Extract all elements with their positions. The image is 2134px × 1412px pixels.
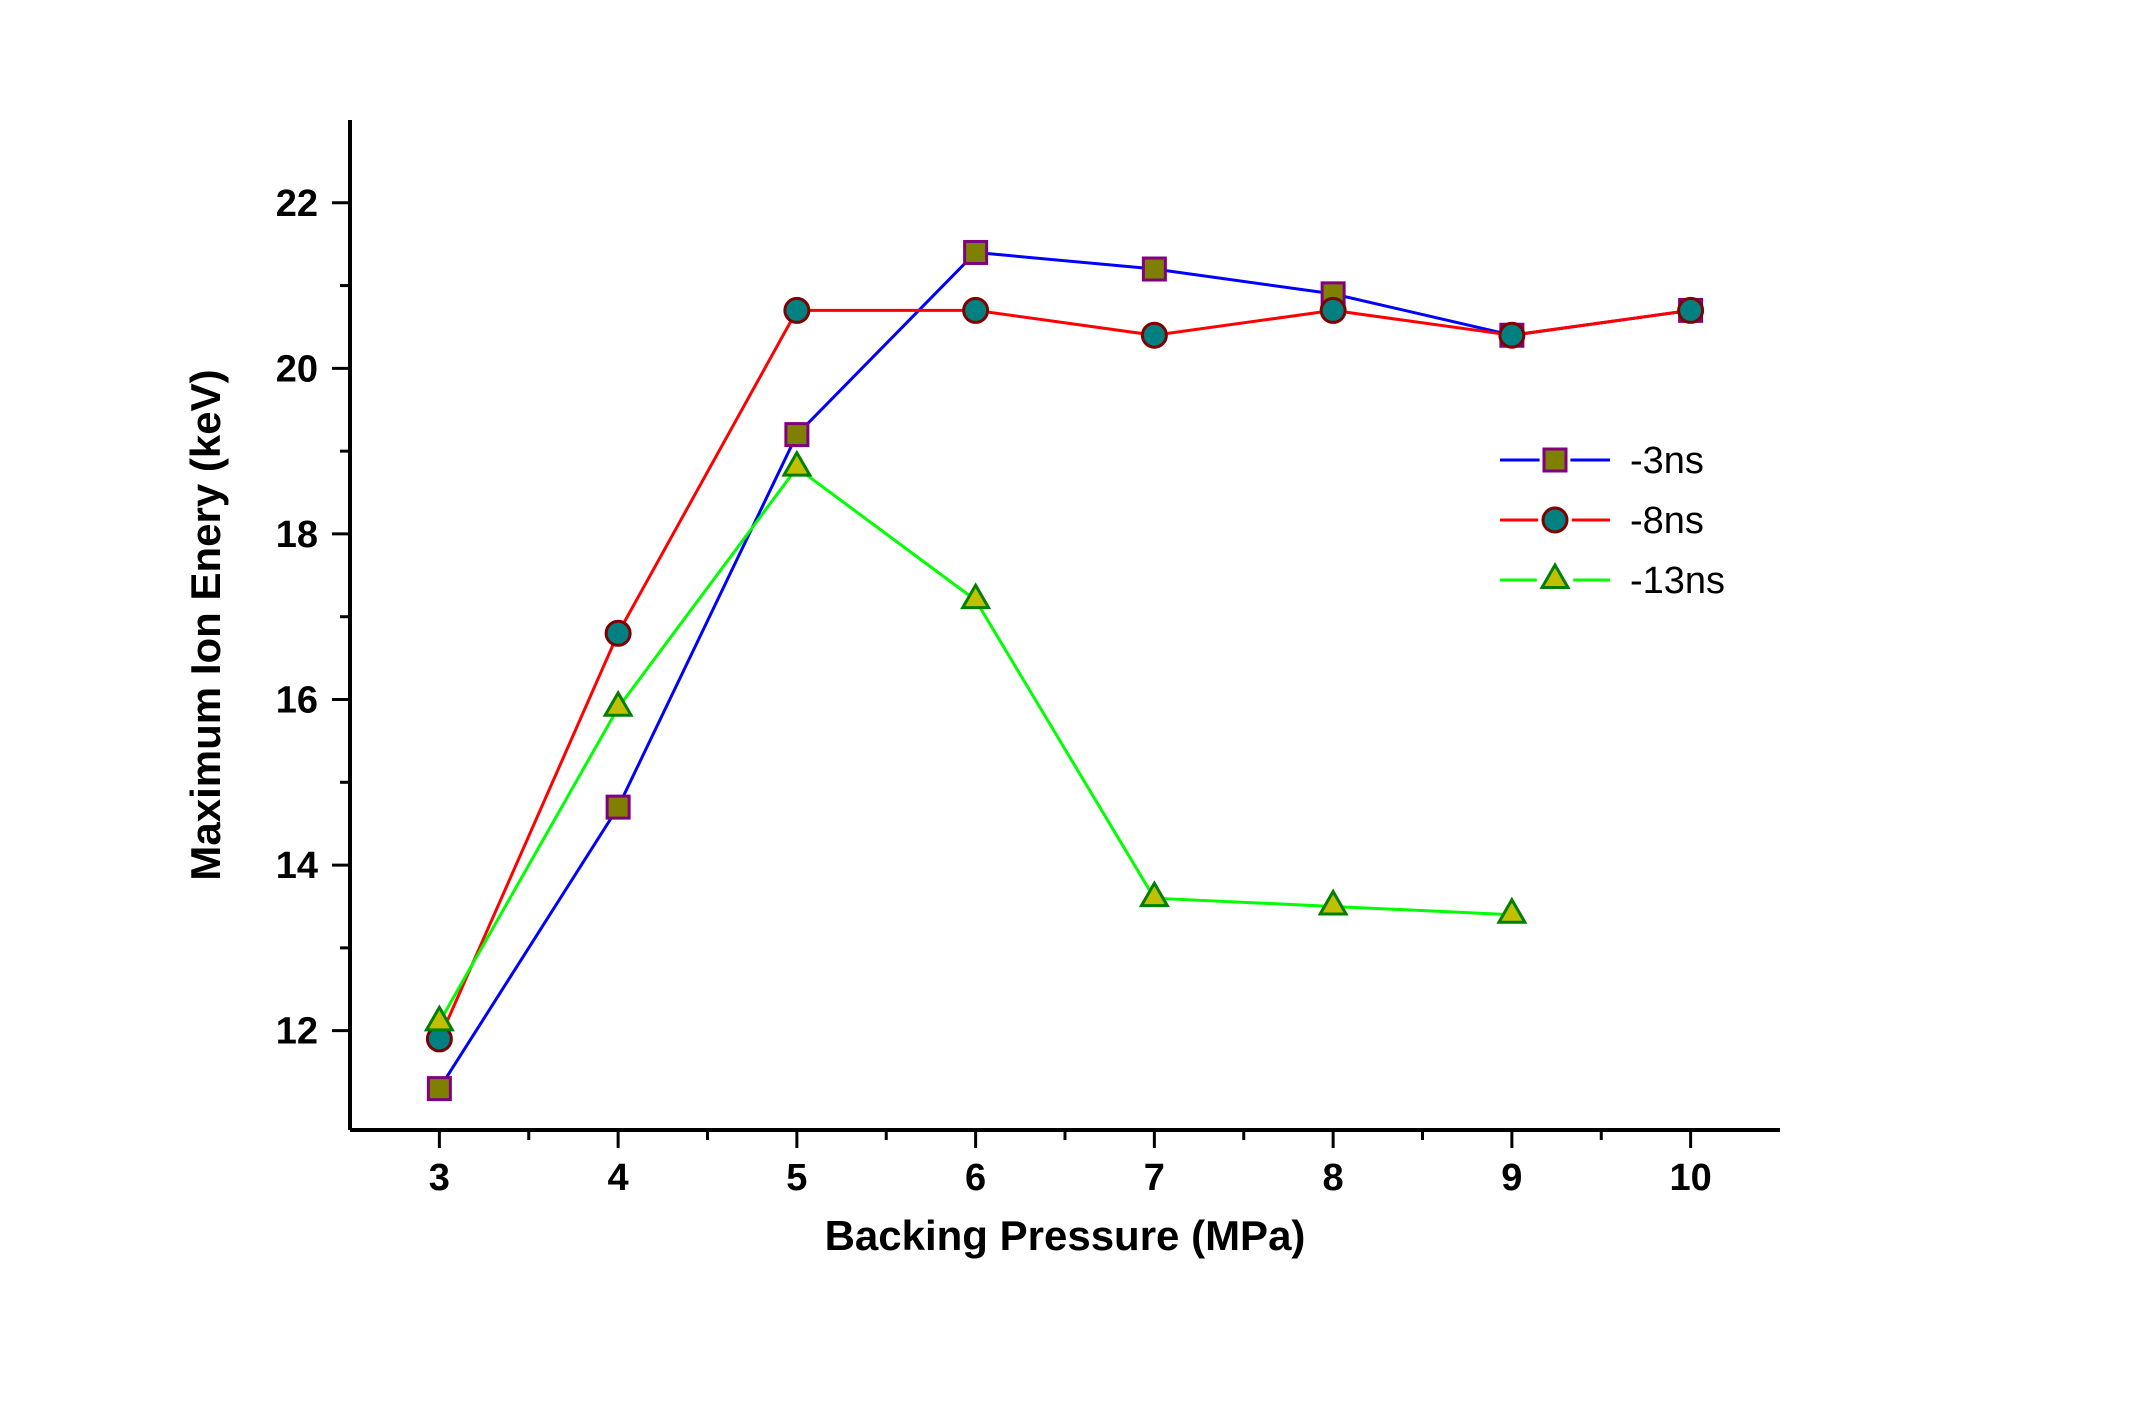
data-marker: [965, 241, 987, 263]
legend-marker: [1543, 508, 1567, 532]
data-marker: [606, 621, 630, 645]
x-tick-label: 8: [1323, 1157, 1344, 1199]
data-marker: [1142, 323, 1166, 347]
data-marker: [1500, 323, 1524, 347]
data-marker: [607, 796, 629, 818]
x-tick-label: 3: [429, 1157, 450, 1199]
legend-marker: [1544, 449, 1566, 471]
x-axis-label: Backing Pressure (MPa): [825, 1212, 1306, 1259]
y-tick-label: 16: [276, 680, 318, 722]
data-marker: [964, 298, 988, 322]
x-tick-label: 6: [965, 1157, 986, 1199]
y-tick-label: 18: [276, 514, 318, 556]
legend-label: -3ns: [1630, 440, 1704, 482]
y-tick-label: 20: [276, 348, 318, 390]
x-tick-label: 9: [1501, 1157, 1522, 1199]
y-tick-label: 22: [276, 183, 318, 225]
data-marker: [1679, 298, 1703, 322]
data-marker: [1321, 298, 1345, 322]
chart-container: 3 4 5 6 7 8 9 10 12 14 16 18 20 22 Backing Pressure (M…: [0, 0, 2134, 1412]
y-axis-label: Maximum Ion Enery (keV): [182, 369, 229, 880]
x-tick-label: 7: [1144, 1157, 1165, 1199]
legend-label: -13ns: [1630, 560, 1725, 602]
legend-label: -8ns: [1630, 500, 1704, 542]
x-tick-label: 5: [786, 1157, 807, 1199]
data-marker: [428, 1078, 450, 1100]
y-tick-label: 12: [276, 1011, 318, 1053]
data-marker: [786, 424, 808, 446]
y-tick-label: 14: [276, 845, 318, 887]
line-chart: 3 4 5 6 7 8 9 10 12 14 16 18 20 22 Backing Pressure (M…: [0, 0, 2134, 1412]
x-tick-label: 10: [1669, 1157, 1711, 1199]
data-marker: [1143, 258, 1165, 280]
data-marker: [785, 298, 809, 322]
x-tick-label: 4: [608, 1157, 629, 1199]
